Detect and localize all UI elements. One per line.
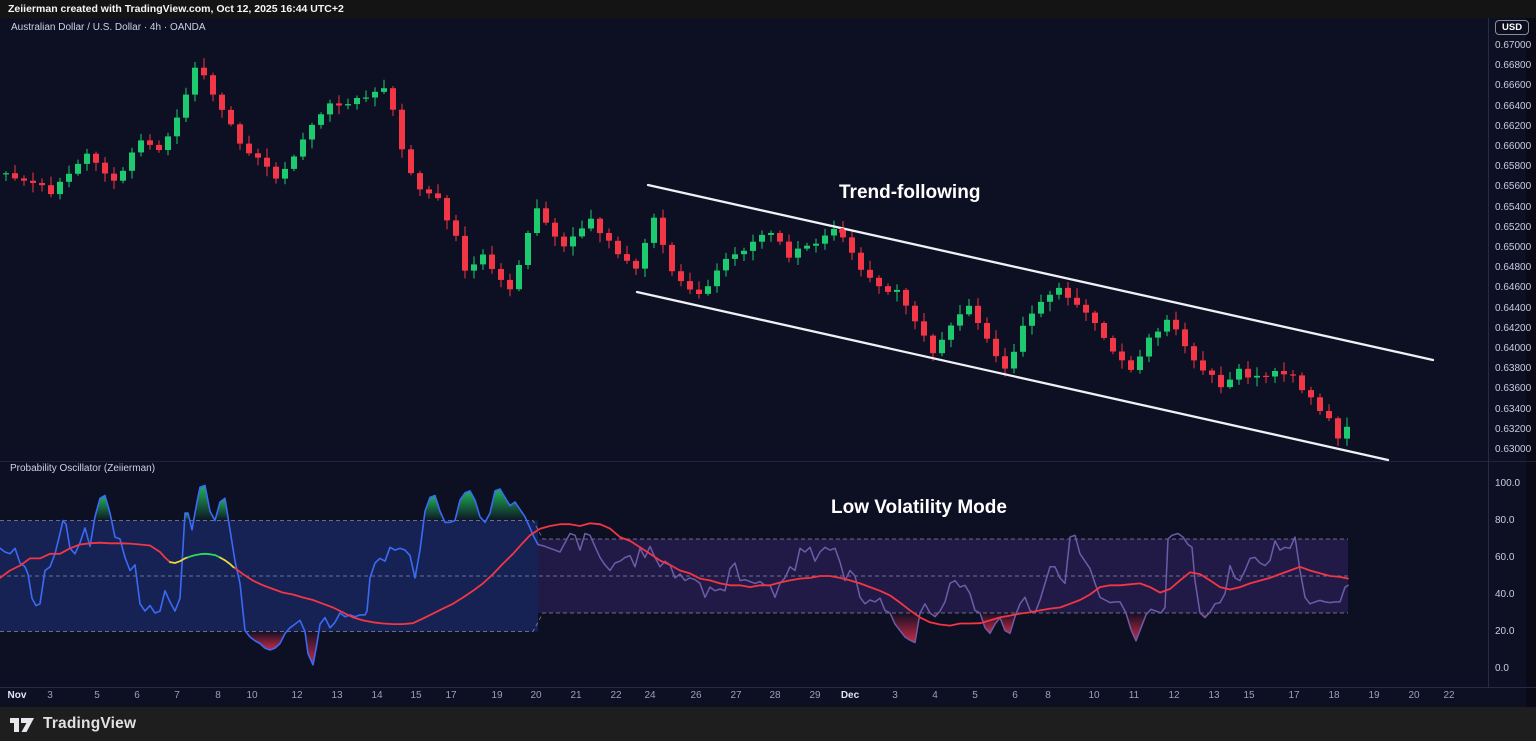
symbol-title[interactable]: Australian Dollar / U.S. Dollar · 4h · O… <box>11 22 206 33</box>
time-axis-label: 22 <box>610 690 622 701</box>
tradingview-mark-icon <box>10 718 34 732</box>
time-axis-label: 19 <box>1368 690 1380 701</box>
oscillator-title[interactable]: Probability Oscillator (Zeiierman) <box>10 463 156 474</box>
oscillator-axis-label: 80.0 <box>1495 514 1515 526</box>
time-axis-label: 14 <box>371 690 383 701</box>
price-axis-label: 0.65400 <box>1495 201 1532 213</box>
signal-line-segment <box>169 556 189 564</box>
chart-canvas[interactable] <box>0 18 1536 707</box>
price-axis-label: 0.66200 <box>1495 120 1532 132</box>
price-axis-label: 0.66000 <box>1495 141 1532 152</box>
dashed-band-line <box>0 520 1348 540</box>
time-axis-label: 28 <box>769 690 781 701</box>
time-axis-label: 5 <box>94 690 100 701</box>
time-axis-label: 13 <box>331 690 343 701</box>
candlestick-series <box>3 58 1350 446</box>
price-axis-label: 0.63400 <box>1495 403 1532 415</box>
time-axis-label: 5 <box>972 690 978 701</box>
time-axis-label: 18 <box>1328 690 1340 701</box>
price-axis-label: 0.64400 <box>1495 302 1532 314</box>
time-axis-label: 20 <box>1408 690 1420 701</box>
price-axis-label: 0.65800 <box>1495 161 1532 173</box>
time-axis-label: 4 <box>932 690 938 701</box>
price-axis-label: 0.64000 <box>1495 343 1532 354</box>
time-axis-label: 20 <box>530 690 542 701</box>
time-axis-label: 8 <box>215 690 221 701</box>
time-axis-label: 22 <box>1443 690 1455 701</box>
time-axis-label: 3 <box>47 690 53 701</box>
trend-following-label: Trend-following <box>839 182 981 203</box>
price-axis-label: 0.66400 <box>1495 100 1532 112</box>
time-axis-label: 17 <box>445 690 457 701</box>
price-axis-label: 0.63600 <box>1495 383 1532 395</box>
time-axis-label: 15 <box>410 690 422 701</box>
time-axis-label: 6 <box>1012 690 1018 701</box>
time-axis-label: Dec <box>840 690 860 701</box>
time-axis-label: Nov <box>7 690 27 701</box>
price-axis-label: 0.65000 <box>1495 242 1532 253</box>
price-axis-label: 0.64800 <box>1495 262 1532 274</box>
price-axis-label: 0.66600 <box>1495 80 1532 92</box>
watermark-bar: Zeiierman created with TradingView.com, … <box>0 0 1536 18</box>
time-axis-label: 24 <box>644 690 656 701</box>
tradingview-wordmark: TradingView <box>43 715 137 732</box>
oscillator-axis-label: 100.0 <box>1495 477 1521 489</box>
oscillator-axis-label: 60.0 <box>1495 551 1515 563</box>
time-axis-label: 21 <box>570 690 582 701</box>
time-axis-label: 17 <box>1288 690 1300 701</box>
currency-usd-button[interactable]: USD <box>1495 20 1530 35</box>
dashed-band-line <box>0 612 1348 632</box>
price-axis-label: 0.63800 <box>1495 363 1532 375</box>
time-axis-label: 6 <box>134 690 140 701</box>
time-axis-label: 29 <box>809 690 821 701</box>
price-axis-label: 0.65600 <box>1495 181 1532 193</box>
signal-line-segment <box>0 541 171 579</box>
price-axis-label: 0.67000 <box>1495 40 1532 51</box>
time-axis-label: 10 <box>246 690 258 701</box>
right-gutter <box>1526 18 1536 707</box>
time-axis-label: 8 <box>1045 690 1051 701</box>
tradingview-logo[interactable]: TradingView <box>10 713 136 735</box>
price-axis-label: 0.66800 <box>1495 60 1532 72</box>
chart-area[interactable]: Australian Dollar / U.S. Dollar · 4h · O… <box>0 18 1536 707</box>
time-axis-label: 13 <box>1208 690 1220 701</box>
time-axis-label: 7 <box>174 690 180 701</box>
signal-line-segment <box>219 556 236 570</box>
time-axis-label: 10 <box>1088 690 1100 701</box>
time-axis-label: 19 <box>491 690 503 701</box>
time-axis-label: 11 <box>1128 690 1140 701</box>
time-axis-label: 27 <box>730 690 742 701</box>
signal-dot-marker <box>839 228 845 234</box>
probability-line-lowvol <box>537 532 1349 644</box>
time-axis-label: 3 <box>892 690 898 701</box>
oscillator-axis-label: 0.0 <box>1495 662 1509 674</box>
price-axis[interactable]: 0.67000 0.66800 0.66600 0.66400 0.66200 0.660… <box>1493 18 1535 707</box>
price-axis-label: 0.63000 <box>1495 444 1532 455</box>
footer-bar: TradingView <box>0 707 1536 741</box>
trend-channel-line <box>635 290 1390 462</box>
time-axis-label: 26 <box>690 690 702 701</box>
price-axis-label: 0.64200 <box>1495 322 1532 334</box>
oscillator-axis-label: 20.0 <box>1495 625 1515 637</box>
watermark-text: Zeiierman created with TradingView.com, … <box>8 3 344 15</box>
oscillator-axis-label: 40.0 <box>1495 588 1515 600</box>
time-axis-label: 12 <box>1168 690 1180 701</box>
time-axis-label: 15 <box>1243 690 1255 701</box>
price-axis-label: 0.64600 <box>1495 282 1532 294</box>
signal-line-segment <box>187 552 221 559</box>
probability-line-normal <box>0 484 539 666</box>
low-volatility-mode-label: Low Volatility Mode <box>831 497 1007 518</box>
time-axis-label: 12 <box>291 690 303 701</box>
time-axis[interactable]: Nov 3 5 6 7 8 10 12 13 14 15 17 19 20 21 22 24 26 27 28 29 De… <box>0 688 1536 706</box>
price-axis-label: 0.65200 <box>1495 221 1532 233</box>
signal-line-segment <box>234 522 1349 627</box>
trend-channel-line <box>646 183 1435 362</box>
oscillator-plot <box>0 484 1349 666</box>
price-axis-label: 0.63200 <box>1495 423 1532 435</box>
